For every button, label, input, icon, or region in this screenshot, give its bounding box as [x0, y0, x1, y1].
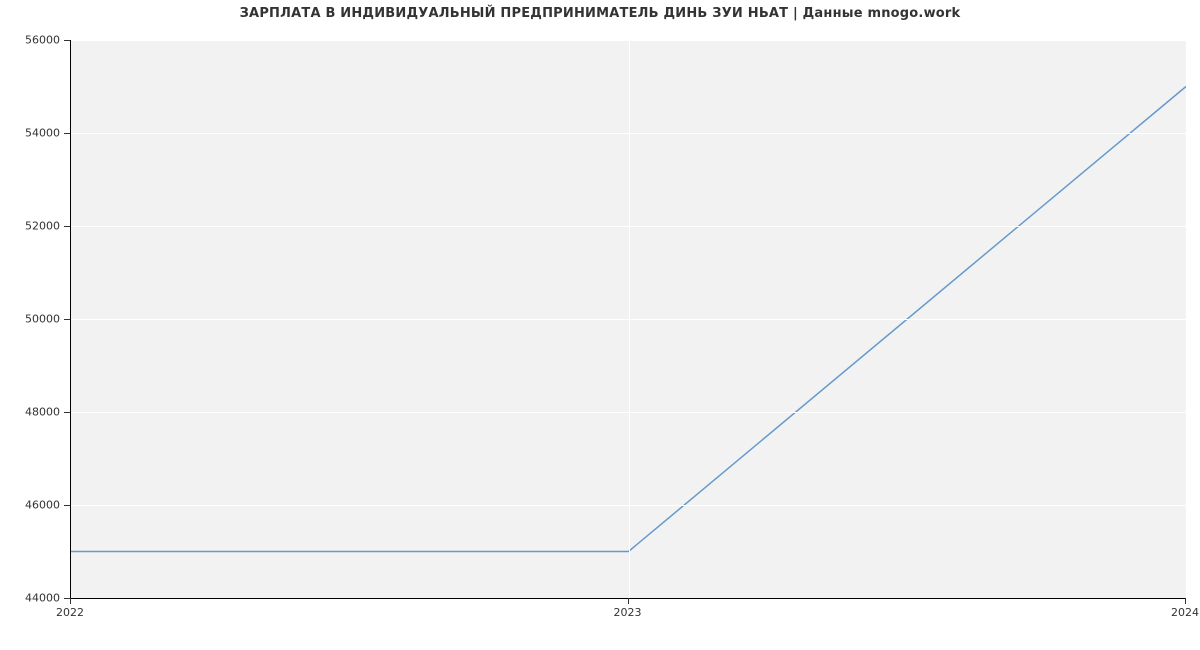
- x-tick: [70, 598, 71, 604]
- plot-area: [70, 40, 1186, 599]
- y-tick-label: 54000: [20, 127, 60, 140]
- x-tick: [628, 598, 629, 604]
- x-tick-label: 2023: [614, 606, 642, 619]
- x-tick-label: 2024: [1171, 606, 1199, 619]
- y-tick-label: 46000: [20, 499, 60, 512]
- salary-line-chart: ЗАРПЛАТА В ИНДИВИДУАЛЬНЫЙ ПРЕДПРИНИМАТЕЛ…: [0, 0, 1200, 650]
- y-tick-label: 52000: [20, 220, 60, 233]
- chart-title: ЗАРПЛАТА В ИНДИВИДУАЛЬНЫЙ ПРЕДПРИНИМАТЕЛ…: [0, 6, 1200, 21]
- y-tick: [64, 40, 70, 41]
- y-tick: [64, 226, 70, 227]
- y-tick-label: 48000: [20, 406, 60, 419]
- y-tick-label: 44000: [20, 592, 60, 605]
- y-tick: [64, 505, 70, 506]
- x-tick: [1185, 598, 1186, 604]
- y-tick: [64, 412, 70, 413]
- gridline-vertical: [629, 40, 630, 598]
- y-tick-label: 50000: [20, 313, 60, 326]
- y-tick: [64, 319, 70, 320]
- x-tick-label: 2022: [56, 606, 84, 619]
- y-tick-label: 56000: [20, 34, 60, 47]
- y-tick: [64, 133, 70, 134]
- gridline-vertical: [1186, 40, 1187, 598]
